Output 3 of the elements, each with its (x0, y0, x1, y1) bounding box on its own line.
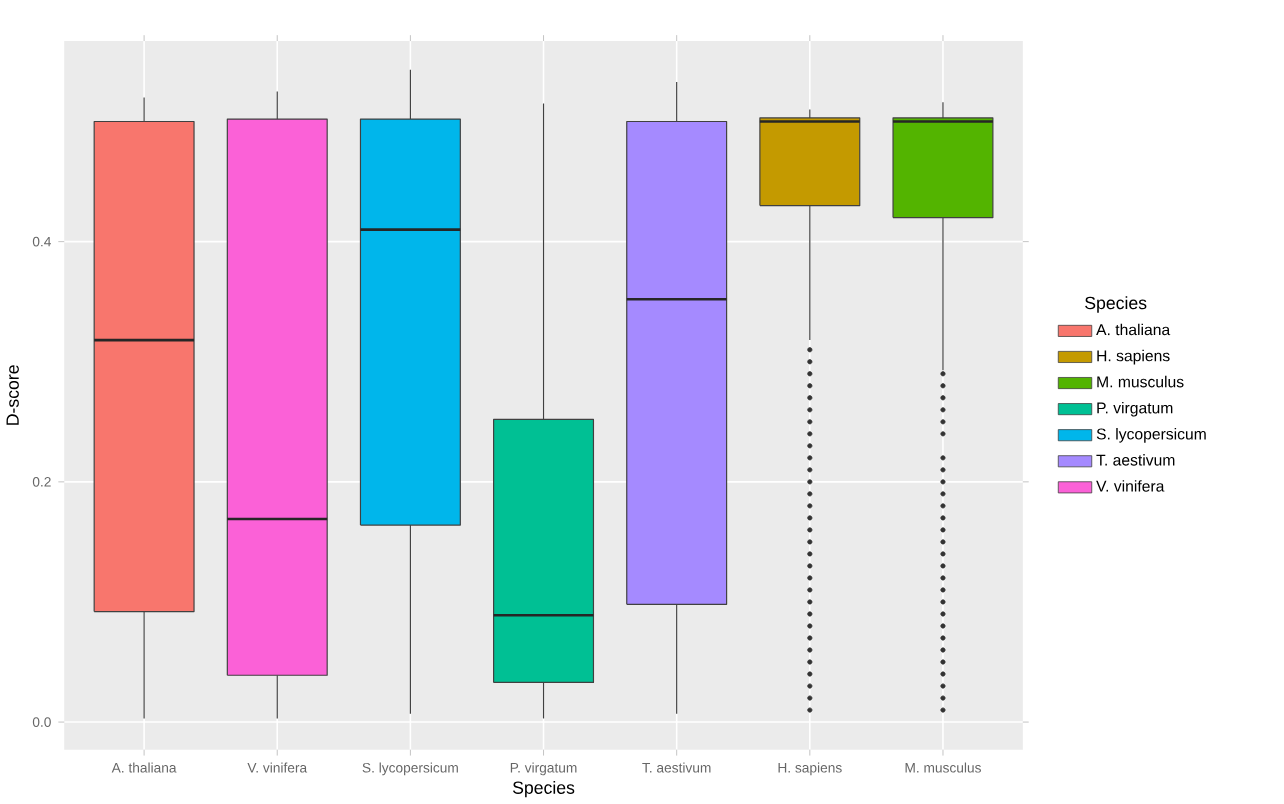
legend-title: Species (1085, 296, 1147, 313)
x-axis-title: Species (512, 780, 575, 798)
y-axis-title: D-score (6, 365, 19, 425)
